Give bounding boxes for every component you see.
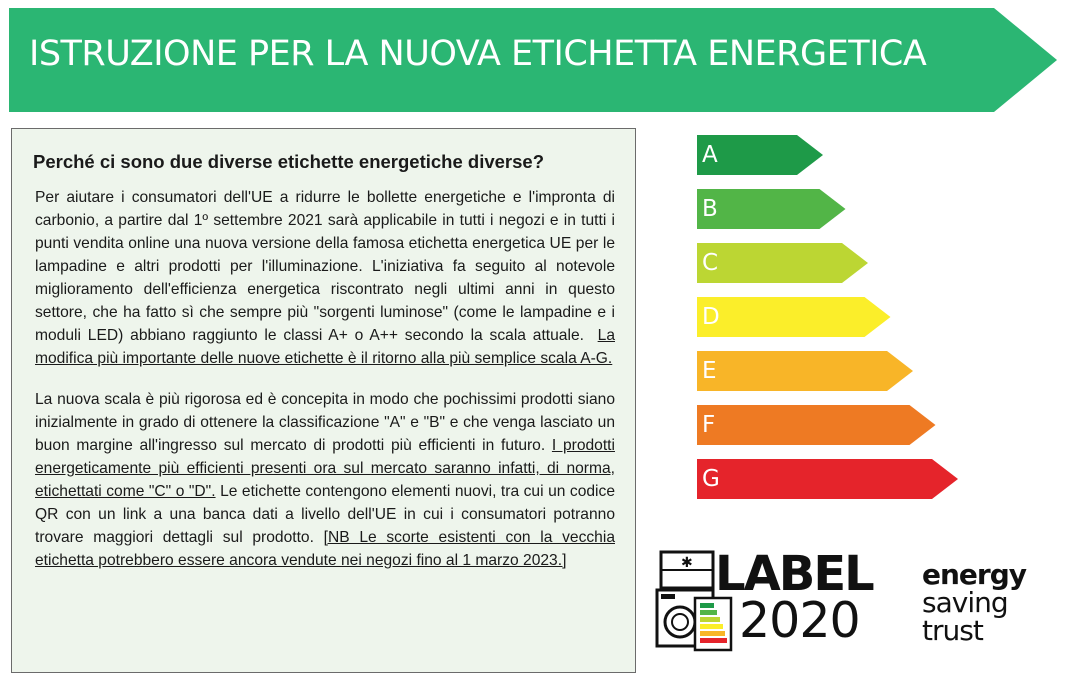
energy-class-letter-a: A [702, 142, 718, 168]
energy-class-arrow-g [697, 459, 958, 499]
energy-class-letter-d: D [702, 304, 720, 330]
info-heading: Perché ci sono due diverse etichette ene… [33, 151, 545, 172]
header-banner: ISTRUZIONE PER LA NUOVA ETICHETTA ENERGE… [9, 8, 1057, 112]
energy-class-arrow-d [697, 297, 891, 337]
info-box: Perché ci sono due diverse etichette ene… [11, 128, 636, 673]
energy-class-letter-c: C [702, 250, 719, 276]
energy-class-arrow-e [697, 351, 913, 391]
appliances-icon: ✱ [655, 550, 733, 652]
est-line-3: trust [922, 614, 984, 647]
est-line-1: energy [922, 558, 1027, 591]
para2-note-text: [NB Le scorte esistenti con la vecchia e… [35, 529, 615, 569]
info-paragraph-2: La nuova scala è più rigorosa ed è conce… [33, 388, 615, 572]
para2-rest-text: Le etichette contengono elementi nuovi, … [35, 483, 615, 546]
label-2020-logo: ✱ LABEL 2020 [655, 546, 895, 655]
energy-class-letter-g: G [702, 466, 720, 492]
label-word: LABEL [715, 546, 875, 602]
energy-class-arrow-a [697, 135, 823, 175]
label-year: 2020 [739, 592, 861, 649]
page-title: ISTRUZIONE PER LA NUOVA ETICHETTA ENERGE… [29, 34, 927, 74]
para2-underlined-text: I prodotti energeticamente più efficient… [35, 437, 615, 500]
energy-class-letter-f: F [702, 412, 716, 438]
energy-class-arrow-f [697, 405, 936, 445]
energy-class-letter-e: E [702, 358, 717, 384]
energy-scale: A B C D E F G [697, 135, 967, 505]
info-paragraph-1: Per aiutare i consumatori dell'UE a ridu… [33, 186, 615, 370]
energy-class-letter-b: B [702, 196, 718, 222]
para1-text: Per aiutare i consumatori dell'UE a ridu… [35, 189, 615, 344]
energy-scale-arrows [697, 135, 958, 499]
energy-class-arrow-b [697, 189, 846, 229]
energy-saving-trust-logo: energy saving trust [922, 560, 1052, 645]
para1-underlined-text: La modifica più importante delle nuove e… [35, 327, 615, 367]
est-line-2: saving [922, 586, 1009, 619]
energy-class-arrow-c [697, 243, 868, 283]
banner-arrow-shape [9, 8, 1057, 112]
para2-text: La nuova scala è più rigorosa ed è conce… [35, 391, 615, 454]
svg-text:✱: ✱ [681, 555, 693, 571]
